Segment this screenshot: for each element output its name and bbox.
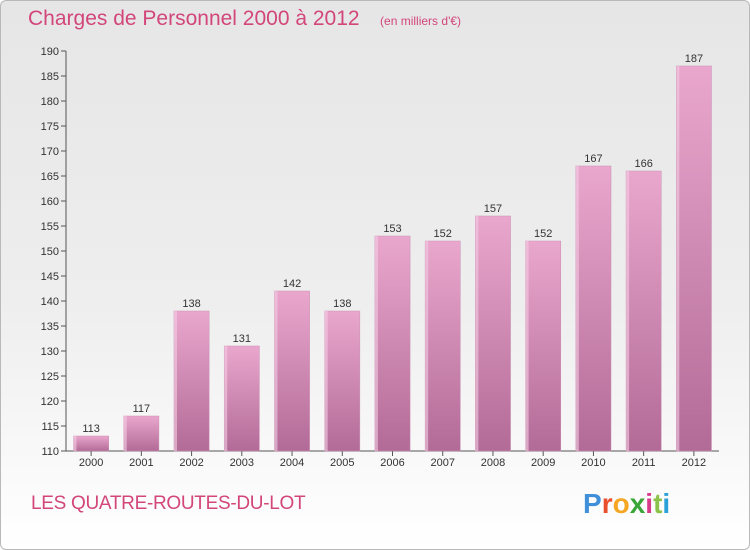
bar-2000 xyxy=(73,435,109,452)
x-tick-label: 2004 xyxy=(280,457,304,469)
bar-2007 xyxy=(424,240,461,452)
data-label-2006: 153 xyxy=(383,223,401,235)
x-tick-label: 2009 xyxy=(531,457,555,469)
data-label-2003: 131 xyxy=(233,333,251,345)
bar-2011 xyxy=(625,170,662,452)
data-label-2005: 138 xyxy=(333,298,351,310)
data-label-2011: 166 xyxy=(634,158,652,170)
y-tick-label: 165 xyxy=(41,171,59,183)
y-tick-label: 180 xyxy=(41,96,59,108)
y-tick-label: 150 xyxy=(41,246,59,258)
bar-highlight xyxy=(525,241,529,451)
y-tick-label: 140 xyxy=(41,296,59,308)
bar-highlight xyxy=(224,346,228,451)
logo-letter: t xyxy=(653,488,663,519)
y-tick-label: 115 xyxy=(41,421,59,433)
x-tick-label: 2005 xyxy=(330,457,354,469)
place-name: LES QUATRE-ROUTES-DU-LOT xyxy=(31,493,306,514)
bar-2004 xyxy=(274,290,310,452)
y-tick-label: 145 xyxy=(41,271,59,283)
x-tick-label: 2001 xyxy=(129,457,153,469)
x-tick-label: 2007 xyxy=(430,457,454,469)
bar-2009 xyxy=(525,240,562,452)
bar-highlight xyxy=(324,311,328,451)
logo-letter: o xyxy=(612,488,630,519)
logo-letter: P xyxy=(583,488,602,519)
data-label-2000: 113 xyxy=(82,423,100,435)
bar-highlight xyxy=(173,311,177,451)
bar-2010 xyxy=(575,165,612,452)
data-label-2002: 138 xyxy=(182,298,200,310)
bars-group xyxy=(73,65,712,452)
x-tick-label: 2002 xyxy=(179,457,203,469)
proxiti-logo[interactable]: Proxiti xyxy=(583,488,670,520)
y-tick-label: 160 xyxy=(41,196,59,208)
data-label-2007: 152 xyxy=(434,228,452,240)
y-tick-label: 185 xyxy=(41,71,59,83)
bar-2001 xyxy=(123,415,160,452)
data-label-2010: 167 xyxy=(584,153,602,165)
x-tick-label: 2011 xyxy=(632,457,656,469)
y-tick-label: 125 xyxy=(41,371,59,383)
y-tick-label: 120 xyxy=(41,396,59,408)
bar-2006 xyxy=(374,235,411,452)
data-label-2012: 187 xyxy=(685,53,703,65)
x-tick-label: 2006 xyxy=(380,457,404,469)
bar-highlight xyxy=(626,171,630,451)
bar-highlight xyxy=(475,216,479,451)
bar-highlight xyxy=(374,236,378,451)
bar-highlight xyxy=(676,66,680,451)
y-tick-label: 155 xyxy=(41,221,59,233)
bar-2008 xyxy=(475,215,511,452)
y-tick-label: 190 xyxy=(41,46,59,58)
x-tick-label: 2008 xyxy=(481,457,505,469)
bar-2012 xyxy=(676,65,712,452)
bar-highlight xyxy=(425,241,429,451)
logo-letter: r xyxy=(601,488,613,519)
logo-letter: x xyxy=(629,488,646,519)
logo-letter: i xyxy=(662,488,671,519)
y-tick-label: 175 xyxy=(41,121,59,133)
chart-title: Charges de Personnel 2000 à 2012 xyxy=(28,7,360,30)
bar-highlight xyxy=(73,436,77,451)
y-tick-label: 110 xyxy=(41,446,59,458)
data-label-2004: 142 xyxy=(283,278,301,290)
data-label-2001: 117 xyxy=(133,403,151,415)
bar-2002 xyxy=(173,310,210,452)
logo-letter: i xyxy=(645,488,654,519)
bar-highlight xyxy=(575,166,579,451)
bar-highlight xyxy=(274,291,278,451)
bar-2003 xyxy=(223,345,260,452)
y-tick-label: 135 xyxy=(41,321,59,333)
bar-2005 xyxy=(324,310,361,452)
x-tick-label: 2010 xyxy=(581,457,605,469)
data-label-2009: 152 xyxy=(534,228,552,240)
data-label-2008: 157 xyxy=(484,203,502,215)
chart-header: Charges de Personnel 2000 à 2012 (en mil… xyxy=(28,7,461,31)
x-tick-label: 2003 xyxy=(230,457,254,469)
bar-highlight xyxy=(123,416,127,451)
y-tick-label: 170 xyxy=(41,146,59,158)
chart-unit-note: (en milliers d'€) xyxy=(380,14,462,28)
x-tick-label: 2012 xyxy=(682,457,706,469)
y-tick-label: 130 xyxy=(41,346,59,358)
y-axis: 110 115 120 125 130 135 140 145 150 155 160 165 170 1… xyxy=(41,46,67,458)
x-axis: 2000 2001 2002 2003 2004 2005 2006 2007 2008 2009… xyxy=(66,450,719,469)
data-labels-group: 113 117 138 131 142 138 153 152 157 152 167 166 187 xyxy=(82,53,703,435)
x-tick-label: 2000 xyxy=(79,457,103,469)
